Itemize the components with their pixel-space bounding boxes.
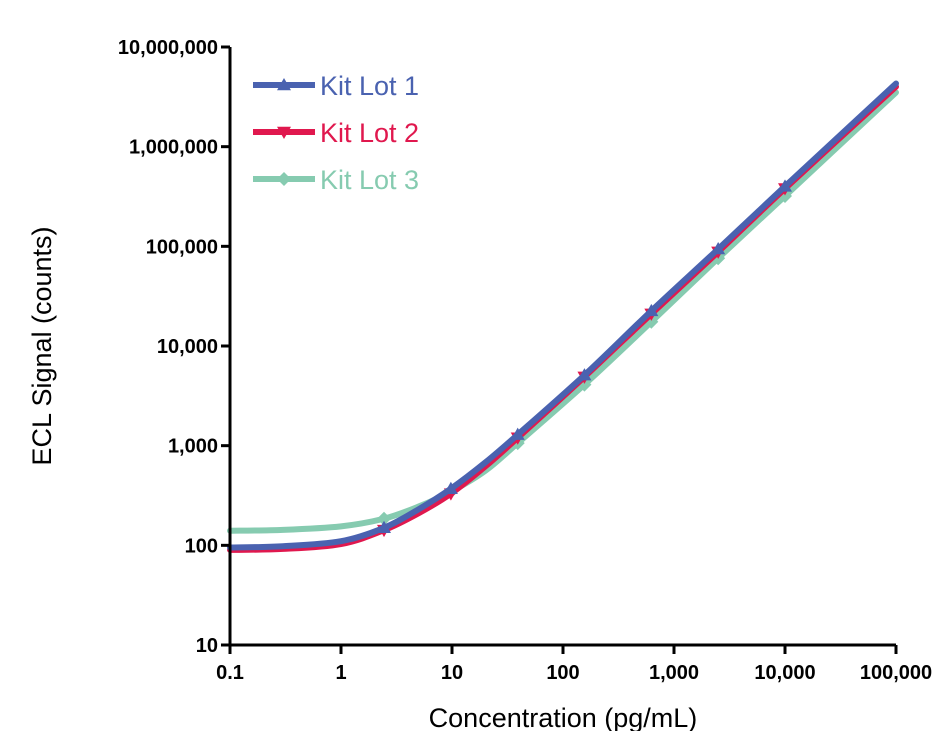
data-point [377, 520, 391, 534]
y-tick-label: 10,000 [157, 336, 218, 358]
data-point [510, 427, 525, 440]
y-tick-label: 1,000 [168, 436, 218, 458]
legend-marker [277, 172, 291, 186]
series-line [227, 83, 899, 553]
legend-marker [277, 126, 291, 139]
y-tick-label: 10,000,000 [118, 37, 218, 59]
data-point [711, 242, 726, 255]
series-kit-lot-3 [227, 89, 899, 534]
x-tick-label: 100 [546, 662, 579, 684]
data-point [443, 481, 458, 494]
data-point [644, 303, 659, 317]
x-axis-title: Concentration (pg/mL) [429, 703, 698, 731]
legend-item-kit-lot-2: Kit Lot 2 [253, 118, 419, 148]
series-line [227, 80, 899, 551]
y-axis-title: ECL Signal (counts) [27, 226, 57, 465]
series-kit-lot-2 [227, 83, 899, 553]
y-tick-label: 100,000 [146, 236, 218, 258]
x-tick-label: 10 [441, 662, 463, 684]
legend: Kit Lot 1 Kit Lot 2 Kit Lot 3 [253, 71, 419, 195]
data-point [778, 179, 792, 192]
legend-item-kit-lot-1: Kit Lot 1 [253, 71, 419, 101]
legend-label: Kit Lot 3 [320, 165, 419, 195]
x-tick-label: 1,000 [649, 662, 699, 684]
x-tick-label: 0.1 [216, 662, 244, 684]
y-tick-label: 100 [185, 535, 218, 557]
legend-label: Kit Lot 2 [320, 118, 419, 148]
data-point [377, 511, 391, 526]
series-line [227, 89, 899, 534]
legend-item-kit-lot-3: Kit Lot 3 [253, 165, 419, 195]
x-tick-label: 1 [335, 662, 346, 684]
legend-label: Kit Lot 1 [320, 71, 419, 101]
plot-area [227, 80, 899, 553]
y-tick-label: 1,000,000 [129, 137, 218, 159]
y-tick-label: 10 [196, 635, 218, 657]
data-point [577, 368, 592, 381]
legend-marker [277, 78, 291, 91]
x-tick-label: 10,000 [754, 662, 815, 684]
x-tick-label: 100,000 [860, 662, 932, 684]
series-kit-lot-1 [227, 80, 899, 551]
axes: 10 100 1,000 10,000 100,000 1,000,000 10,000,0… [118, 37, 932, 684]
